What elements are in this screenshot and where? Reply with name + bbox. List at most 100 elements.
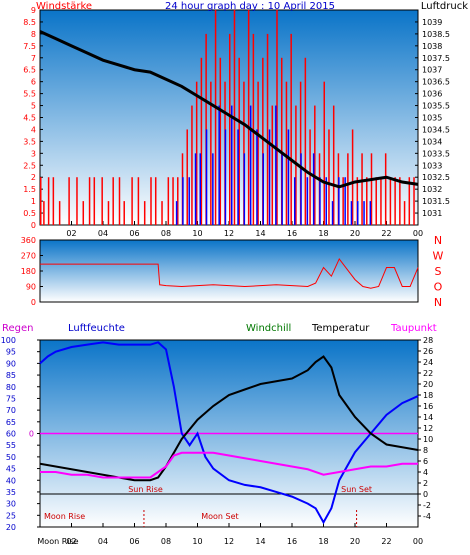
gust-bar (161, 201, 163, 225)
gust-bar (285, 81, 288, 226)
direction-tick-label: 270 (21, 252, 36, 261)
average-bar (363, 201, 365, 225)
gust-bar (271, 105, 274, 225)
direction-tick-label: 90 (26, 283, 36, 292)
gust-bar (384, 153, 387, 225)
dewpoint-line (40, 451, 418, 479)
gust-bar (195, 81, 198, 226)
temperature-tick-label: 18 (423, 391, 433, 400)
temperature-tick-label: 22 (423, 369, 433, 378)
pressure-tick-label: 1037.5 (422, 54, 450, 63)
temperature-x-tick-label: 06 (129, 537, 139, 546)
humidity-tick-label: 95 (6, 348, 16, 357)
temperature-tick-label: 12 (423, 424, 433, 433)
wind-tick-label: 7.5 (23, 42, 36, 51)
temperature-tick-label: 28 (423, 336, 433, 345)
gust-bar (413, 177, 415, 225)
gust-bar (408, 177, 411, 225)
gust-bar (68, 177, 70, 225)
average-bar (306, 177, 309, 225)
gust-bar (361, 153, 363, 225)
wind-x-tick-label: 04 (98, 229, 108, 238)
compass-label: O (434, 281, 443, 294)
average-bar (205, 129, 208, 225)
wind-x-tick-label: 08 (161, 229, 171, 238)
compass-label: N (434, 234, 442, 247)
gust-bar (58, 201, 61, 225)
gust-bar (177, 177, 179, 225)
wind-x-tick-label: 14 (255, 229, 265, 238)
gust-bar (154, 177, 157, 225)
temperature-x-tick-label: 20 (350, 537, 360, 546)
direction-tick-label: 360 (21, 236, 36, 245)
pressure-line (39, 30, 419, 189)
moon-rise-x-label: Moon Rise (37, 537, 78, 546)
pressure-tick-label: 1038.5 (422, 30, 450, 39)
pressure-tick-label: 1037 (422, 66, 442, 75)
wind-tick-label: 4 (31, 125, 36, 134)
humidity-tick-label: 50 (6, 453, 16, 462)
temperature-x-tick-label: 14 (255, 537, 265, 546)
average-bar (237, 129, 239, 225)
average-bar (262, 153, 264, 225)
pressure-tick-label: 1033 (422, 161, 442, 170)
average-bar (218, 105, 220, 225)
average-bar (212, 153, 214, 225)
humidity-tick-label: 45 (6, 465, 16, 474)
wind-tick-label: 9 (31, 6, 36, 15)
temperature-tick-label: -2 (423, 501, 431, 510)
wind-x-tick-label: 10 (192, 229, 202, 238)
humidity-tick-label: 25 (6, 511, 16, 520)
average-bar (350, 201, 353, 225)
temperature-tick-label: 0 (423, 490, 428, 499)
wind-x-tick-label: 20 (350, 229, 360, 238)
temperature-x-tick-label: 02 (66, 537, 76, 546)
average-bar (268, 129, 271, 225)
pressure-tick-label: 1034 (422, 137, 442, 146)
average-bar (182, 177, 184, 225)
humidity-tick-label: 20 (6, 523, 16, 532)
wind-bars (40, 10, 415, 226)
average-bar (325, 177, 327, 225)
compass-label: S (435, 265, 442, 278)
humidity-tick-label: 35 (6, 488, 16, 497)
average-bar (281, 153, 283, 225)
gust-bar (229, 33, 231, 226)
pressure-tick-label: 1036 (422, 90, 442, 99)
temperature-x-tick-label: 10 (192, 537, 202, 546)
wind-tick-label: 1 (31, 197, 36, 206)
temperature-x-tick-label: 00 (413, 537, 423, 546)
gust-bar (191, 105, 193, 225)
temperature-axes: 20253035404550556065707580859095100-4-20… (1, 336, 433, 546)
gust-bar (200, 57, 203, 226)
average-bar (331, 201, 334, 225)
moon-set-label: Moon Set (201, 512, 238, 521)
gust-bar (186, 129, 188, 225)
wind-tick-label: 6 (31, 78, 36, 87)
wind-tick-label: 0 (31, 221, 36, 230)
average-bar (344, 177, 346, 225)
gust-bar (118, 177, 121, 225)
sun-set-label: Sun Set (341, 485, 372, 494)
average-bar (357, 201, 359, 225)
temperature-lines (39, 341, 419, 525)
wind-tick-label: 2.5 (23, 161, 36, 170)
humidity-tick-label: 80 (6, 383, 16, 392)
gust-bar (167, 177, 170, 225)
humidity-tick-label: 30 (6, 500, 16, 509)
temperature-tick-label: 24 (423, 358, 433, 367)
wind-tick-label: 7 (31, 54, 36, 63)
average-bar (194, 153, 197, 225)
compass-label: W (433, 250, 444, 263)
wind-x-tick-label: 12 (224, 229, 234, 238)
gust-bar (394, 177, 396, 225)
gust-bar (112, 177, 114, 225)
temperature-events: Sun Rise Sun Set Moon Rise Moon Set (44, 485, 372, 527)
pressure-tick-label: 1038 (422, 42, 442, 51)
wind-tick-label: 8 (31, 30, 36, 39)
humidity-tick-label: 70 (6, 406, 16, 415)
wind-axis-label: Windstärke (36, 1, 92, 12)
gust-bar (88, 177, 91, 225)
average-bar (175, 201, 178, 225)
